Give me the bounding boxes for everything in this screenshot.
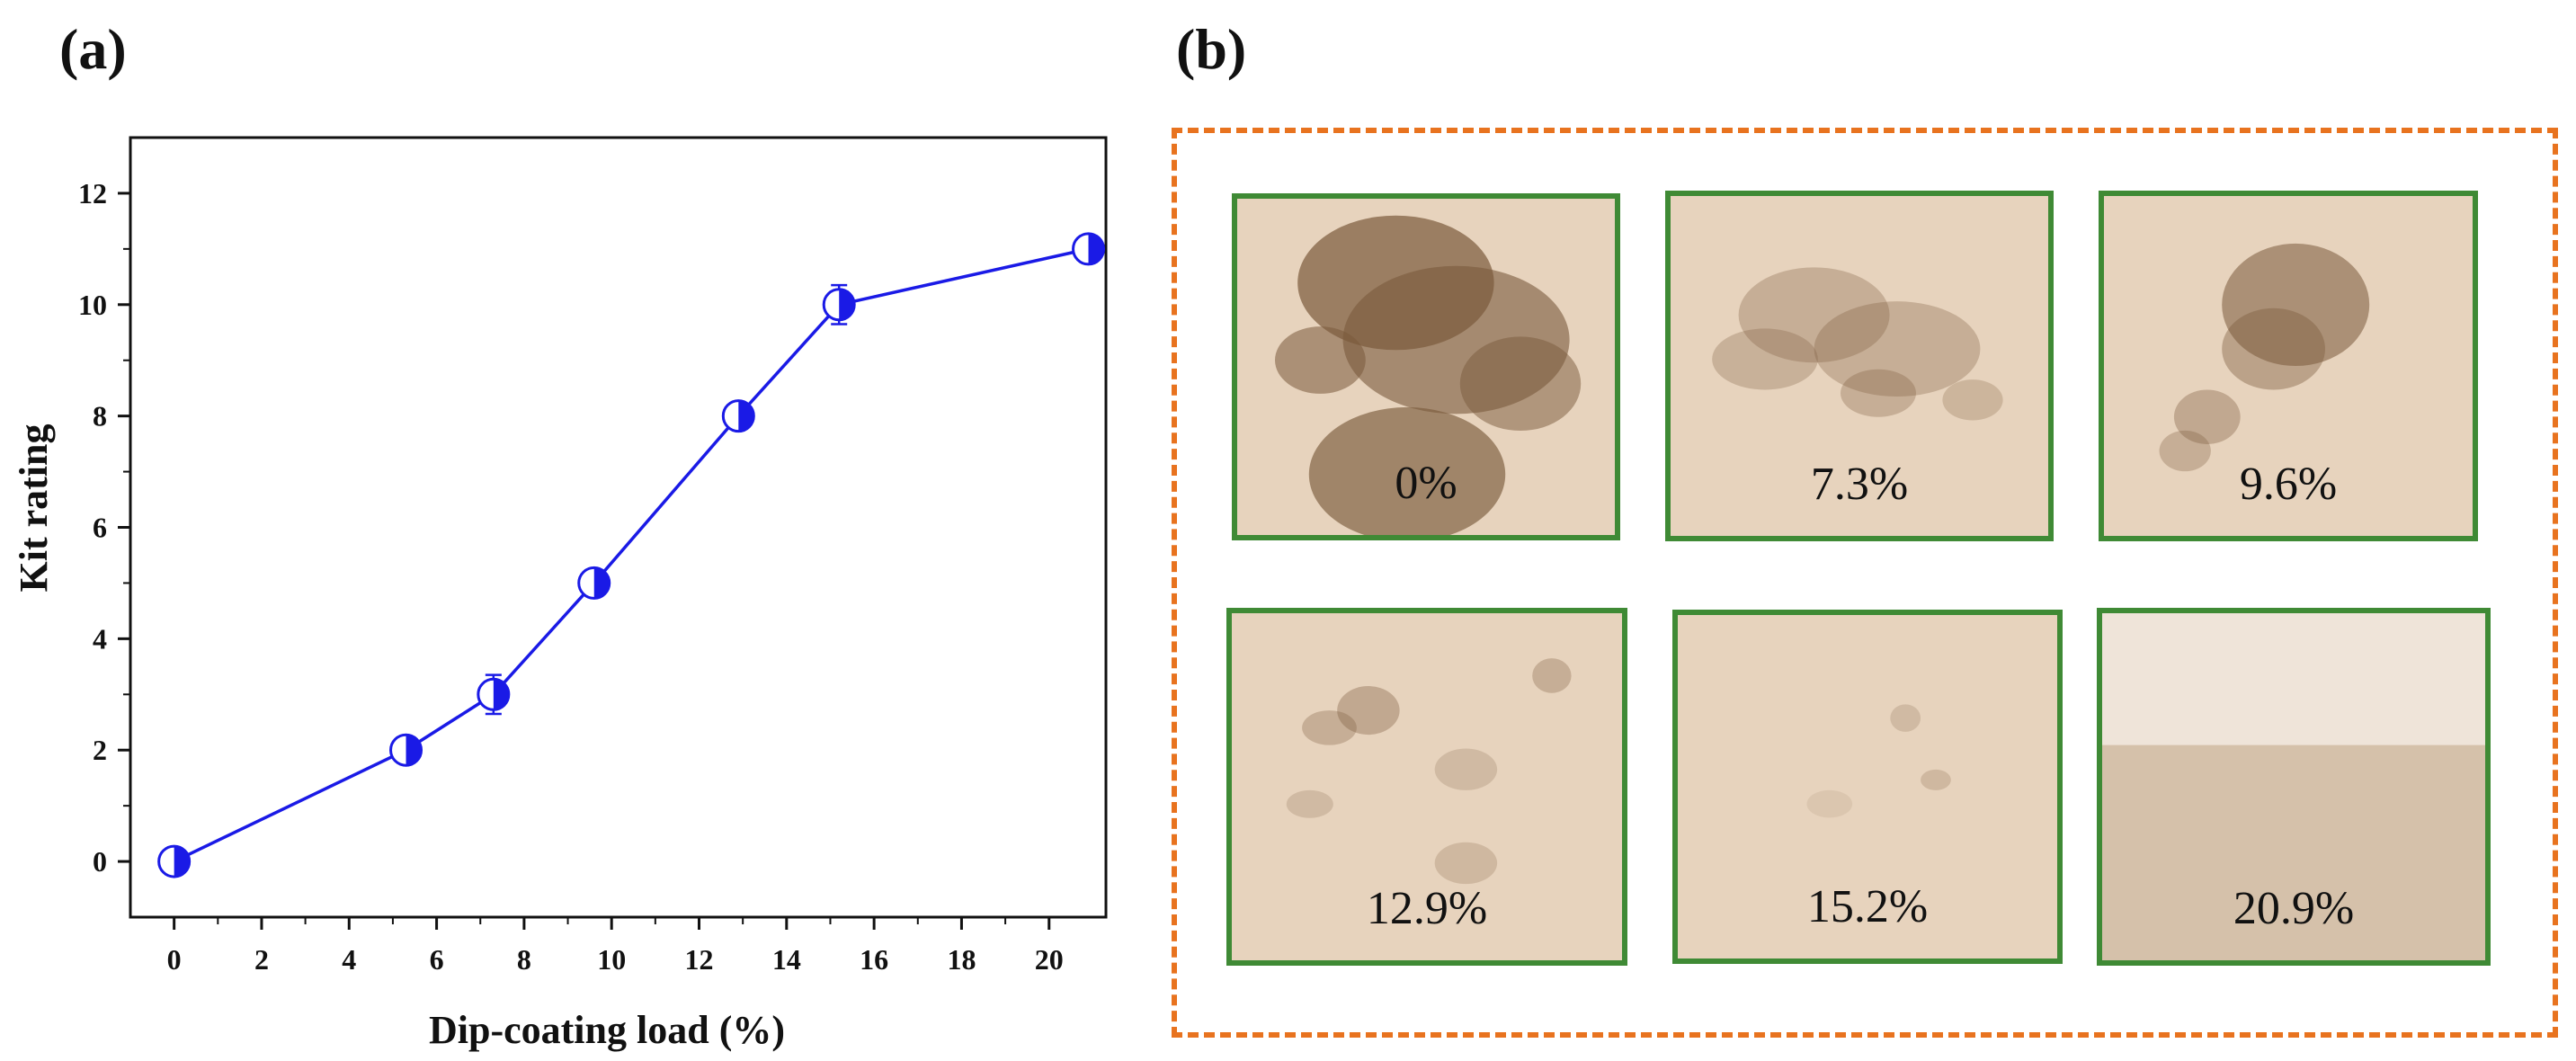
sample-label: 7.3% xyxy=(1810,459,1909,510)
y-tick-label: 8 xyxy=(93,400,107,432)
y-axis-label: Kit rating xyxy=(12,424,56,593)
x-tick-label: 20 xyxy=(1035,943,1064,976)
x-tick-label: 8 xyxy=(517,943,531,976)
x-tick-label: 2 xyxy=(254,943,269,976)
stain-image xyxy=(1806,704,1951,818)
marker-half-fill xyxy=(839,289,855,320)
marker-half-fill xyxy=(1088,233,1104,264)
x-tick-label: 12 xyxy=(685,943,714,976)
kit-rating-chart: 0 2 4 6 8 10 12 14 16 18 20 0 2 4 6 8 10 12 Dip-coating l… xyxy=(12,136,1108,1052)
stain-image xyxy=(1286,658,1572,885)
sample-swatch-2: 9.6% xyxy=(2099,191,2478,541)
x-axis-label: Dip-coating load (%) xyxy=(429,1008,785,1052)
sample-swatch-3: 12.9% xyxy=(1226,608,1627,966)
marker-half-fill xyxy=(493,679,509,710)
sample-label: 9.6% xyxy=(2239,459,2338,510)
marker-half-fill xyxy=(593,567,610,599)
sample-label: 0% xyxy=(1395,458,1457,509)
sample-photo-frame xyxy=(1172,128,2558,1038)
series-line xyxy=(173,247,1089,863)
x-tick-label: 18 xyxy=(947,943,976,976)
data-point xyxy=(157,844,192,878)
data-point xyxy=(477,677,511,711)
sample-swatch-0: 0% xyxy=(1232,193,1620,540)
y-tick-label: 6 xyxy=(93,512,107,544)
x-tick-label: 4 xyxy=(342,943,356,976)
y-tick-label: 10 xyxy=(78,289,107,321)
x-tick-label: 0 xyxy=(167,943,182,976)
stain-image xyxy=(1275,215,1582,535)
data-point xyxy=(721,399,755,433)
axes: 0 2 4 6 8 10 12 14 16 18 20 0 2 4 6 8 10 12 xyxy=(78,136,1108,976)
stain-image xyxy=(2102,613,2485,960)
data-point xyxy=(822,288,856,322)
sample-label: 20.9% xyxy=(2233,883,2355,934)
data-point xyxy=(389,733,423,767)
panel-b-label: (b) xyxy=(1176,17,1247,81)
marker-half-fill xyxy=(174,846,190,878)
y-tick-label: 2 xyxy=(93,734,107,766)
sample-label: 15.2% xyxy=(1806,881,1929,932)
data-point xyxy=(577,566,611,600)
stain-image xyxy=(2159,243,2370,472)
panel-a-label: (a) xyxy=(59,17,127,81)
y-tick-label: 4 xyxy=(93,622,107,655)
data-point xyxy=(1072,232,1106,266)
stain-image xyxy=(1712,267,2003,421)
sample-swatch-4: 15.2% xyxy=(1672,610,2063,964)
data-marks xyxy=(157,232,1106,878)
x-tick-label: 14 xyxy=(772,943,801,976)
marker-half-fill xyxy=(738,400,754,432)
x-tick-label: 16 xyxy=(860,943,888,976)
x-tick-label: 6 xyxy=(430,943,444,976)
y-tick-label: 0 xyxy=(93,845,107,878)
plot-frame xyxy=(129,136,1108,919)
sample-swatch-5: 20.9% xyxy=(2097,608,2491,966)
y-tick-label: 12 xyxy=(78,177,107,210)
sample-label: 12.9% xyxy=(1366,883,1488,934)
x-tick-label: 10 xyxy=(597,943,626,976)
marker-half-fill xyxy=(406,735,422,766)
sample-swatch-1: 7.3% xyxy=(1665,191,2054,541)
